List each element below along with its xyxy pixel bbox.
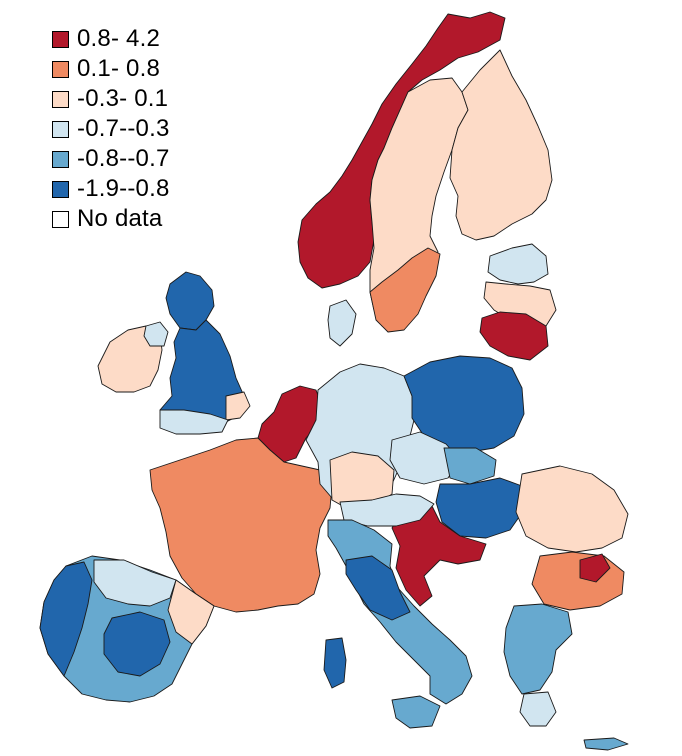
region-baltics — [487, 243, 549, 285]
region-uk-south — [159, 409, 229, 435]
legend-item: -0.7--0.3 — [52, 114, 170, 144]
region-france — [149, 437, 333, 613]
region-sardinia — [323, 637, 347, 689]
region-norway — [297, 11, 506, 289]
region-portugal — [39, 561, 93, 677]
legend-label: -0.3- 0.1 — [77, 85, 169, 112]
region-bulgaria — [531, 551, 625, 611]
legend-item: -0.8--0.7 — [52, 144, 170, 174]
legend-item: -0.3- 0.1 — [52, 84, 170, 114]
legend-swatch — [52, 90, 69, 108]
region-lithuania-east — [479, 311, 549, 361]
region-greece — [503, 603, 573, 695]
region-romania — [515, 465, 629, 553]
region-sweden-south — [369, 247, 441, 333]
region-hungary — [435, 477, 525, 539]
region-germany-south — [329, 451, 395, 511]
region-spain-north — [93, 559, 177, 607]
region-ireland — [97, 325, 163, 393]
region-greece-south — [519, 691, 557, 727]
region-denmark — [327, 299, 357, 347]
legend-label: -0.7--0.3 — [77, 115, 170, 142]
region-spain-east — [167, 579, 215, 645]
legend-label: -1.9--0.8 — [77, 175, 170, 202]
legend-swatch — [52, 120, 69, 138]
region-slovakia — [443, 447, 497, 485]
legend-label: No data — [77, 205, 163, 232]
legend-swatch — [52, 150, 69, 168]
map-legend: 0.8- 4.2 0.1- 0.8 -0.3- 0.1 -0.7--0.3 -0… — [52, 24, 170, 234]
legend-swatch — [52, 30, 69, 48]
legend-label: 0.8- 4.2 — [77, 25, 160, 52]
region-uk-southeast — [225, 391, 251, 421]
region-poland — [403, 355, 525, 453]
region-crete — [583, 737, 629, 751]
region-sicily — [391, 695, 441, 729]
region-benelux — [257, 385, 323, 463]
legend-item: 0.8- 4.2 — [52, 24, 170, 54]
legend-label: -0.8--0.7 — [77, 145, 170, 172]
region-spain-central — [103, 611, 171, 677]
region-croatia — [391, 505, 487, 607]
legend-item: -1.9--0.8 — [52, 174, 170, 204]
region-finland — [449, 49, 553, 241]
region-bulgaria-east — [579, 553, 611, 583]
legend-item: 0.1- 0.8 — [52, 54, 170, 84]
legend-item: No data — [52, 204, 170, 234]
legend-swatch — [52, 180, 69, 198]
legend-swatch — [52, 60, 69, 78]
region-italy-north — [345, 555, 411, 621]
regions-layer — [39, 11, 629, 751]
legend-swatch — [52, 210, 69, 228]
region-ni — [143, 321, 169, 347]
legend-label: 0.1- 0.8 — [77, 55, 160, 82]
region-czechia — [389, 431, 461, 485]
